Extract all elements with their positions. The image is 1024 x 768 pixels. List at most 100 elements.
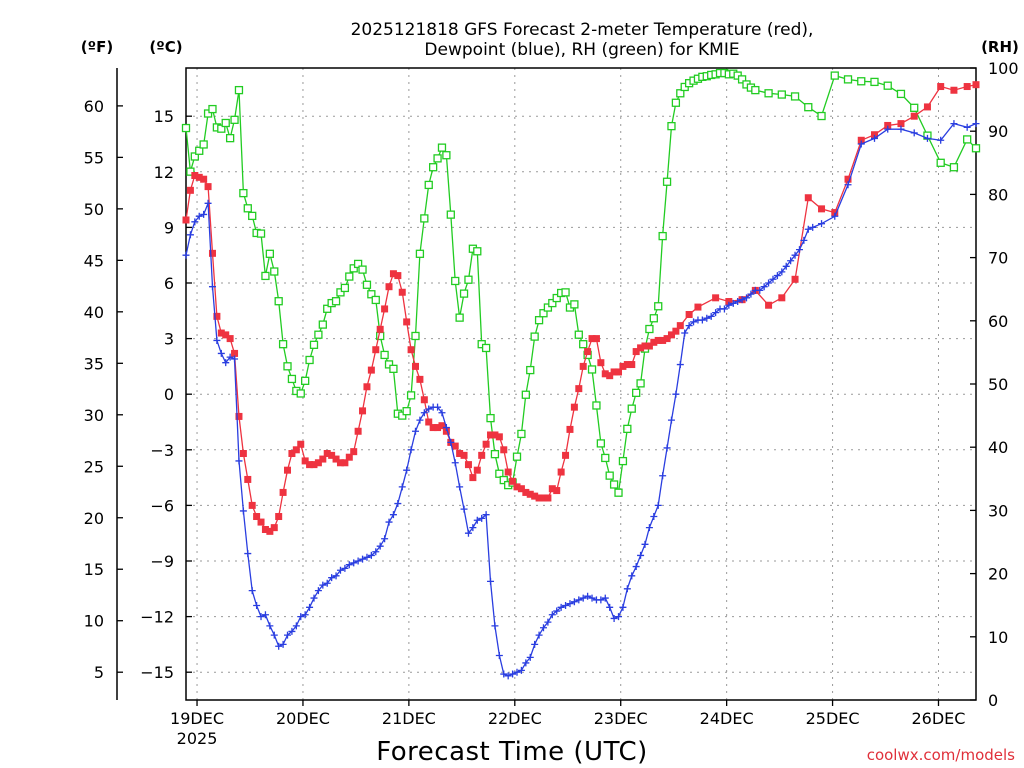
rh-point (777, 90, 786, 99)
rh-point (605, 471, 614, 480)
temperature-point (676, 322, 684, 330)
rh-unit-label: (RH) (981, 38, 1019, 56)
dewpoint-point (323, 579, 331, 587)
temperature-point (504, 468, 512, 476)
rh-point (473, 247, 482, 256)
dewpoint-point (270, 631, 278, 639)
temperature-point (615, 368, 623, 376)
rh-point (274, 297, 283, 306)
temperature-point (500, 446, 508, 454)
temperature-point (372, 346, 380, 354)
rh-point (203, 109, 213, 118)
dewpoint-point (354, 557, 362, 565)
temperature-point (434, 424, 442, 432)
rh-point (561, 288, 570, 297)
dewpoint-point (328, 574, 336, 582)
dewpoint-point (425, 405, 433, 413)
temperature-point (570, 403, 578, 411)
temperature-point (478, 451, 486, 459)
dewpoint-point (363, 553, 371, 561)
temperature-point (403, 318, 411, 326)
rh-point (618, 456, 628, 466)
dewpoint-point (623, 585, 631, 593)
temperature-point (328, 451, 336, 459)
series-layer (181, 68, 981, 680)
series-line-2-meter-temperature (185, 84, 977, 533)
dewpoint-point (200, 210, 208, 218)
rh-point (371, 295, 380, 305)
dewpoint-point (284, 631, 292, 639)
dewpoint-point (676, 361, 684, 369)
temperature-point (597, 359, 605, 367)
temperature-point (235, 412, 243, 420)
temperature-point (667, 331, 675, 339)
dewpoint-point (345, 561, 353, 569)
temperature-point (870, 131, 878, 139)
fahrenheit-tick-label: 30 (84, 406, 104, 425)
temperature-point (288, 450, 296, 458)
fahrenheit-tick-label: 5 (94, 663, 104, 682)
dewpoint-point (778, 268, 786, 276)
temperature-point (345, 453, 353, 461)
dewpoint-point (637, 551, 645, 559)
temperature-point (628, 361, 636, 369)
temperature-point (217, 329, 225, 337)
rh-axis: 0 10 20 30 40 50 60 70 80 90 100 (970, 59, 1019, 710)
dewpoint-point (610, 614, 618, 622)
dewpoint-point (182, 251, 190, 259)
series-2-meter-temperature (182, 81, 980, 535)
temperature-point (248, 501, 256, 509)
dewpoint-point (531, 640, 539, 648)
dewpoint-point (186, 231, 194, 239)
rh-point (645, 324, 654, 334)
dewpoint-point (469, 524, 477, 532)
dewpoint-point (818, 220, 826, 228)
dewpoint-point (923, 134, 931, 142)
dewpoint-point (509, 670, 517, 678)
temperature-point (857, 136, 865, 144)
dewpoint-point (336, 566, 344, 574)
dewpoint-point (548, 611, 556, 619)
dewpoint-point (937, 136, 945, 144)
temperature-point (270, 524, 278, 532)
temperature-point (725, 298, 733, 306)
dewpoint-point (597, 596, 605, 604)
dewpoint-point (632, 563, 640, 571)
rh-point (658, 231, 667, 241)
dewpoint-point (584, 592, 592, 600)
dewpoint-point (253, 601, 261, 609)
rh-point (221, 118, 230, 128)
dewpoint-point (641, 540, 649, 548)
temperature-point (222, 331, 230, 339)
temperature-point (544, 494, 552, 502)
dewpoint-point (407, 446, 415, 454)
rh-point (534, 316, 544, 325)
temperature-point (513, 483, 521, 491)
dewpoint-point (667, 416, 675, 424)
dewpoint-point (897, 125, 905, 133)
rh-tick-label: 20 (988, 565, 1008, 584)
temperature-point (765, 301, 773, 309)
rh-tick-label: 0 (988, 691, 998, 710)
rh-point (451, 276, 460, 286)
rh-point (764, 89, 773, 98)
rh-point (239, 188, 248, 198)
temperature-point (257, 518, 265, 526)
dewpoint-point (257, 613, 265, 621)
temperature-point (601, 370, 609, 378)
temperature-point (469, 474, 477, 482)
time-tick-label: 25DEC (806, 709, 860, 728)
dewpoint-point (804, 225, 812, 233)
rh-point (627, 404, 636, 413)
rh-tick-label: 30 (988, 501, 1008, 520)
rh-point (358, 265, 367, 274)
rh-point (340, 283, 350, 293)
rh-point (217, 124, 226, 133)
dewpoint-point (222, 359, 230, 367)
dewpoint-point (301, 611, 309, 619)
dewpoint-point (517, 666, 525, 674)
temperature-point (420, 396, 428, 404)
temperature-point (323, 450, 331, 458)
dewpoint-point (765, 279, 773, 287)
dewpoint-point (451, 459, 459, 467)
